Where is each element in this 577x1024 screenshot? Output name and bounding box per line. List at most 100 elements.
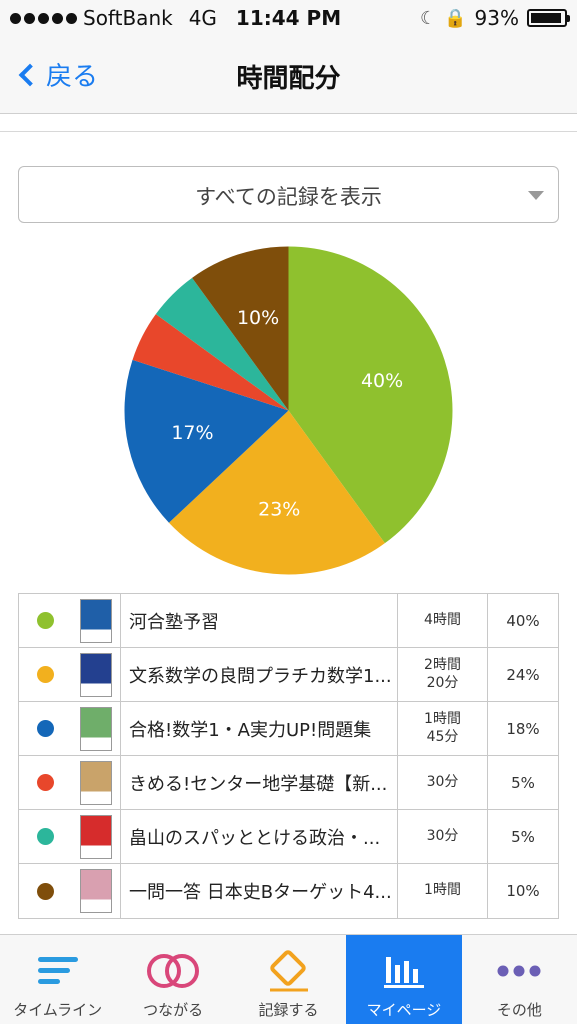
legend-dot xyxy=(36,774,54,791)
tab-timeline[interactable]: タイムライン xyxy=(0,935,115,1024)
status-bar: SoftBank 4G 11:44 PM ☾ 🔒 93% xyxy=(0,0,577,38)
record-time: 30分 xyxy=(398,810,488,863)
book-thumbnail xyxy=(79,598,112,643)
record-title: 一問一答 日本史Bターゲット4... xyxy=(129,882,392,903)
page-title: 時間配分 xyxy=(236,64,341,94)
book-thumbnail xyxy=(79,706,112,751)
moon-icon: ☾ xyxy=(419,7,437,29)
status-right: ☾ 🔒 93% xyxy=(419,6,570,30)
thumbnail-cell xyxy=(71,594,121,647)
back-button[interactable]: 戻る xyxy=(14,56,98,93)
tab-label: つながる xyxy=(143,1001,204,1019)
battery-icon xyxy=(527,9,570,27)
pie-data-label: 40% xyxy=(361,370,403,392)
back-label: 戻る xyxy=(46,62,99,92)
record-title-cell: 河合塾予習 xyxy=(121,594,398,647)
record-time: 1時間 45分 xyxy=(398,702,488,755)
record-filter-dropdown[interactable]: すべての記録を表示 xyxy=(18,166,559,223)
record-percent: 24% xyxy=(506,665,540,684)
record-title-cell: 合格!数学1・A実力UP!問題集 xyxy=(121,702,398,755)
legend-dot xyxy=(36,720,54,737)
legend-dot xyxy=(36,612,54,629)
network-type: 4G xyxy=(188,6,217,30)
book-thumbnail xyxy=(79,814,112,859)
thumbnail-cell xyxy=(71,864,121,918)
thumbnail-cell xyxy=(71,648,121,701)
tab-record[interactable]: 記録する xyxy=(231,935,346,1024)
pie-slice xyxy=(192,246,289,411)
legend-dot xyxy=(36,828,54,845)
record-title-cell: 文系数学の良問プラチカ数学1... xyxy=(121,648,398,701)
signal-icon xyxy=(10,12,77,24)
pie-data-label: 23% xyxy=(258,498,300,520)
legend-dot xyxy=(36,882,54,900)
record-title: 畠山のスパッととける政治・... xyxy=(129,827,381,849)
rotation-lock-icon: 🔒 xyxy=(444,7,467,29)
thumbnail-cell xyxy=(71,756,121,809)
more-icon xyxy=(496,949,542,993)
record-percent: 18% xyxy=(506,719,540,738)
timeline-icon xyxy=(36,949,80,993)
color-dot-cell xyxy=(19,864,71,918)
divider xyxy=(0,131,577,132)
pie-slice xyxy=(124,359,289,523)
record-row[interactable]: 一問一答 日本史Bターゲット4... 1時間 10% xyxy=(19,864,558,918)
connect-icon xyxy=(143,949,203,993)
record-time: 1時間 xyxy=(398,864,488,918)
mypage-icon xyxy=(382,949,426,993)
pie-slice xyxy=(168,410,385,575)
record-time: 4時間 xyxy=(398,594,488,647)
tab-connect[interactable]: つながる xyxy=(115,935,230,1024)
record-title: 文系数学の良問プラチカ数学1... xyxy=(129,665,392,687)
color-dot-cell xyxy=(19,756,71,809)
record-row[interactable]: 合格!数学1・A実力UP!問題集 1時間 45分 18% xyxy=(19,702,558,756)
record-row[interactable]: きめる!センター地学基礎【新... 30分 5% xyxy=(19,756,558,810)
pie-slice xyxy=(288,246,453,544)
carrier-name: SoftBank xyxy=(83,6,173,30)
record-time: 30分 xyxy=(398,756,488,809)
tab-mypage[interactable]: マイページ xyxy=(346,935,462,1024)
book-thumbnail xyxy=(79,760,112,805)
pie-data-label: 10% xyxy=(237,307,279,329)
pie-slice xyxy=(155,277,289,411)
record-row[interactable]: 河合塾予習 4時間 40% xyxy=(19,594,558,648)
book-thumbnail xyxy=(79,652,112,697)
record-time: 2時間 20分 xyxy=(398,648,488,701)
record-title: 河合塾予習 xyxy=(129,611,219,633)
records-table: 河合塾予習 4時間 40% 文系数学の良問プラチカ数学1... 2時間 20分 24% 合格… xyxy=(18,593,559,919)
book-thumbnail xyxy=(79,869,112,913)
record-title-cell: 一問一答 日本史Bターゲット4... xyxy=(121,864,398,918)
status-time: 11:44 PM xyxy=(235,6,342,30)
thumbnail-cell xyxy=(71,702,121,755)
color-dot-cell xyxy=(19,810,71,863)
pie-data-label: 17% xyxy=(171,422,213,444)
pie-slice xyxy=(132,314,289,411)
dropdown-selected-value: すべての記録を表示 xyxy=(195,185,382,209)
record-percent: 40% xyxy=(506,611,540,630)
tab-label: その他 xyxy=(496,1001,542,1019)
record-percent: 10% xyxy=(506,882,540,900)
record-icon xyxy=(266,949,312,993)
tab-bar: タイムライン つながる 記録する xyxy=(0,934,577,1024)
nav-bar: 戻る 時間配分 xyxy=(0,38,577,114)
color-dot-cell xyxy=(19,702,71,755)
record-title: きめる!センター地学基礎【新... xyxy=(129,773,388,795)
tab-label: タイムライン xyxy=(13,1001,103,1019)
record-title: 合格!数学1・A実力UP!問題集 xyxy=(129,719,372,741)
tab-label: マイページ xyxy=(366,1001,442,1019)
record-row[interactable]: 文系数学の良問プラチカ数学1... 2時間 20分 24% xyxy=(19,648,558,702)
time-distribution-pie-chart: 40% 23% 17% 10% xyxy=(120,242,457,579)
pie-chart-svg: 40% 23% 17% 10% xyxy=(124,246,453,575)
caret-down-icon xyxy=(528,191,544,200)
record-title-cell: きめる!センター地学基礎【新... xyxy=(121,756,398,809)
record-row[interactable]: 畠山のスパッととける政治・... 30分 5% xyxy=(19,810,558,864)
tab-label: 記録する xyxy=(258,1001,319,1019)
record-percent: 5% xyxy=(511,773,535,792)
battery-percent: 93% xyxy=(474,6,519,30)
status-left: SoftBank 4G xyxy=(10,6,217,30)
record-title-cell: 畠山のスパッととける政治・... xyxy=(121,810,398,863)
thumbnail-cell xyxy=(71,810,121,863)
record-percent: 5% xyxy=(511,827,535,846)
tab-more[interactable]: その他 xyxy=(462,935,577,1024)
legend-dot xyxy=(36,666,54,683)
